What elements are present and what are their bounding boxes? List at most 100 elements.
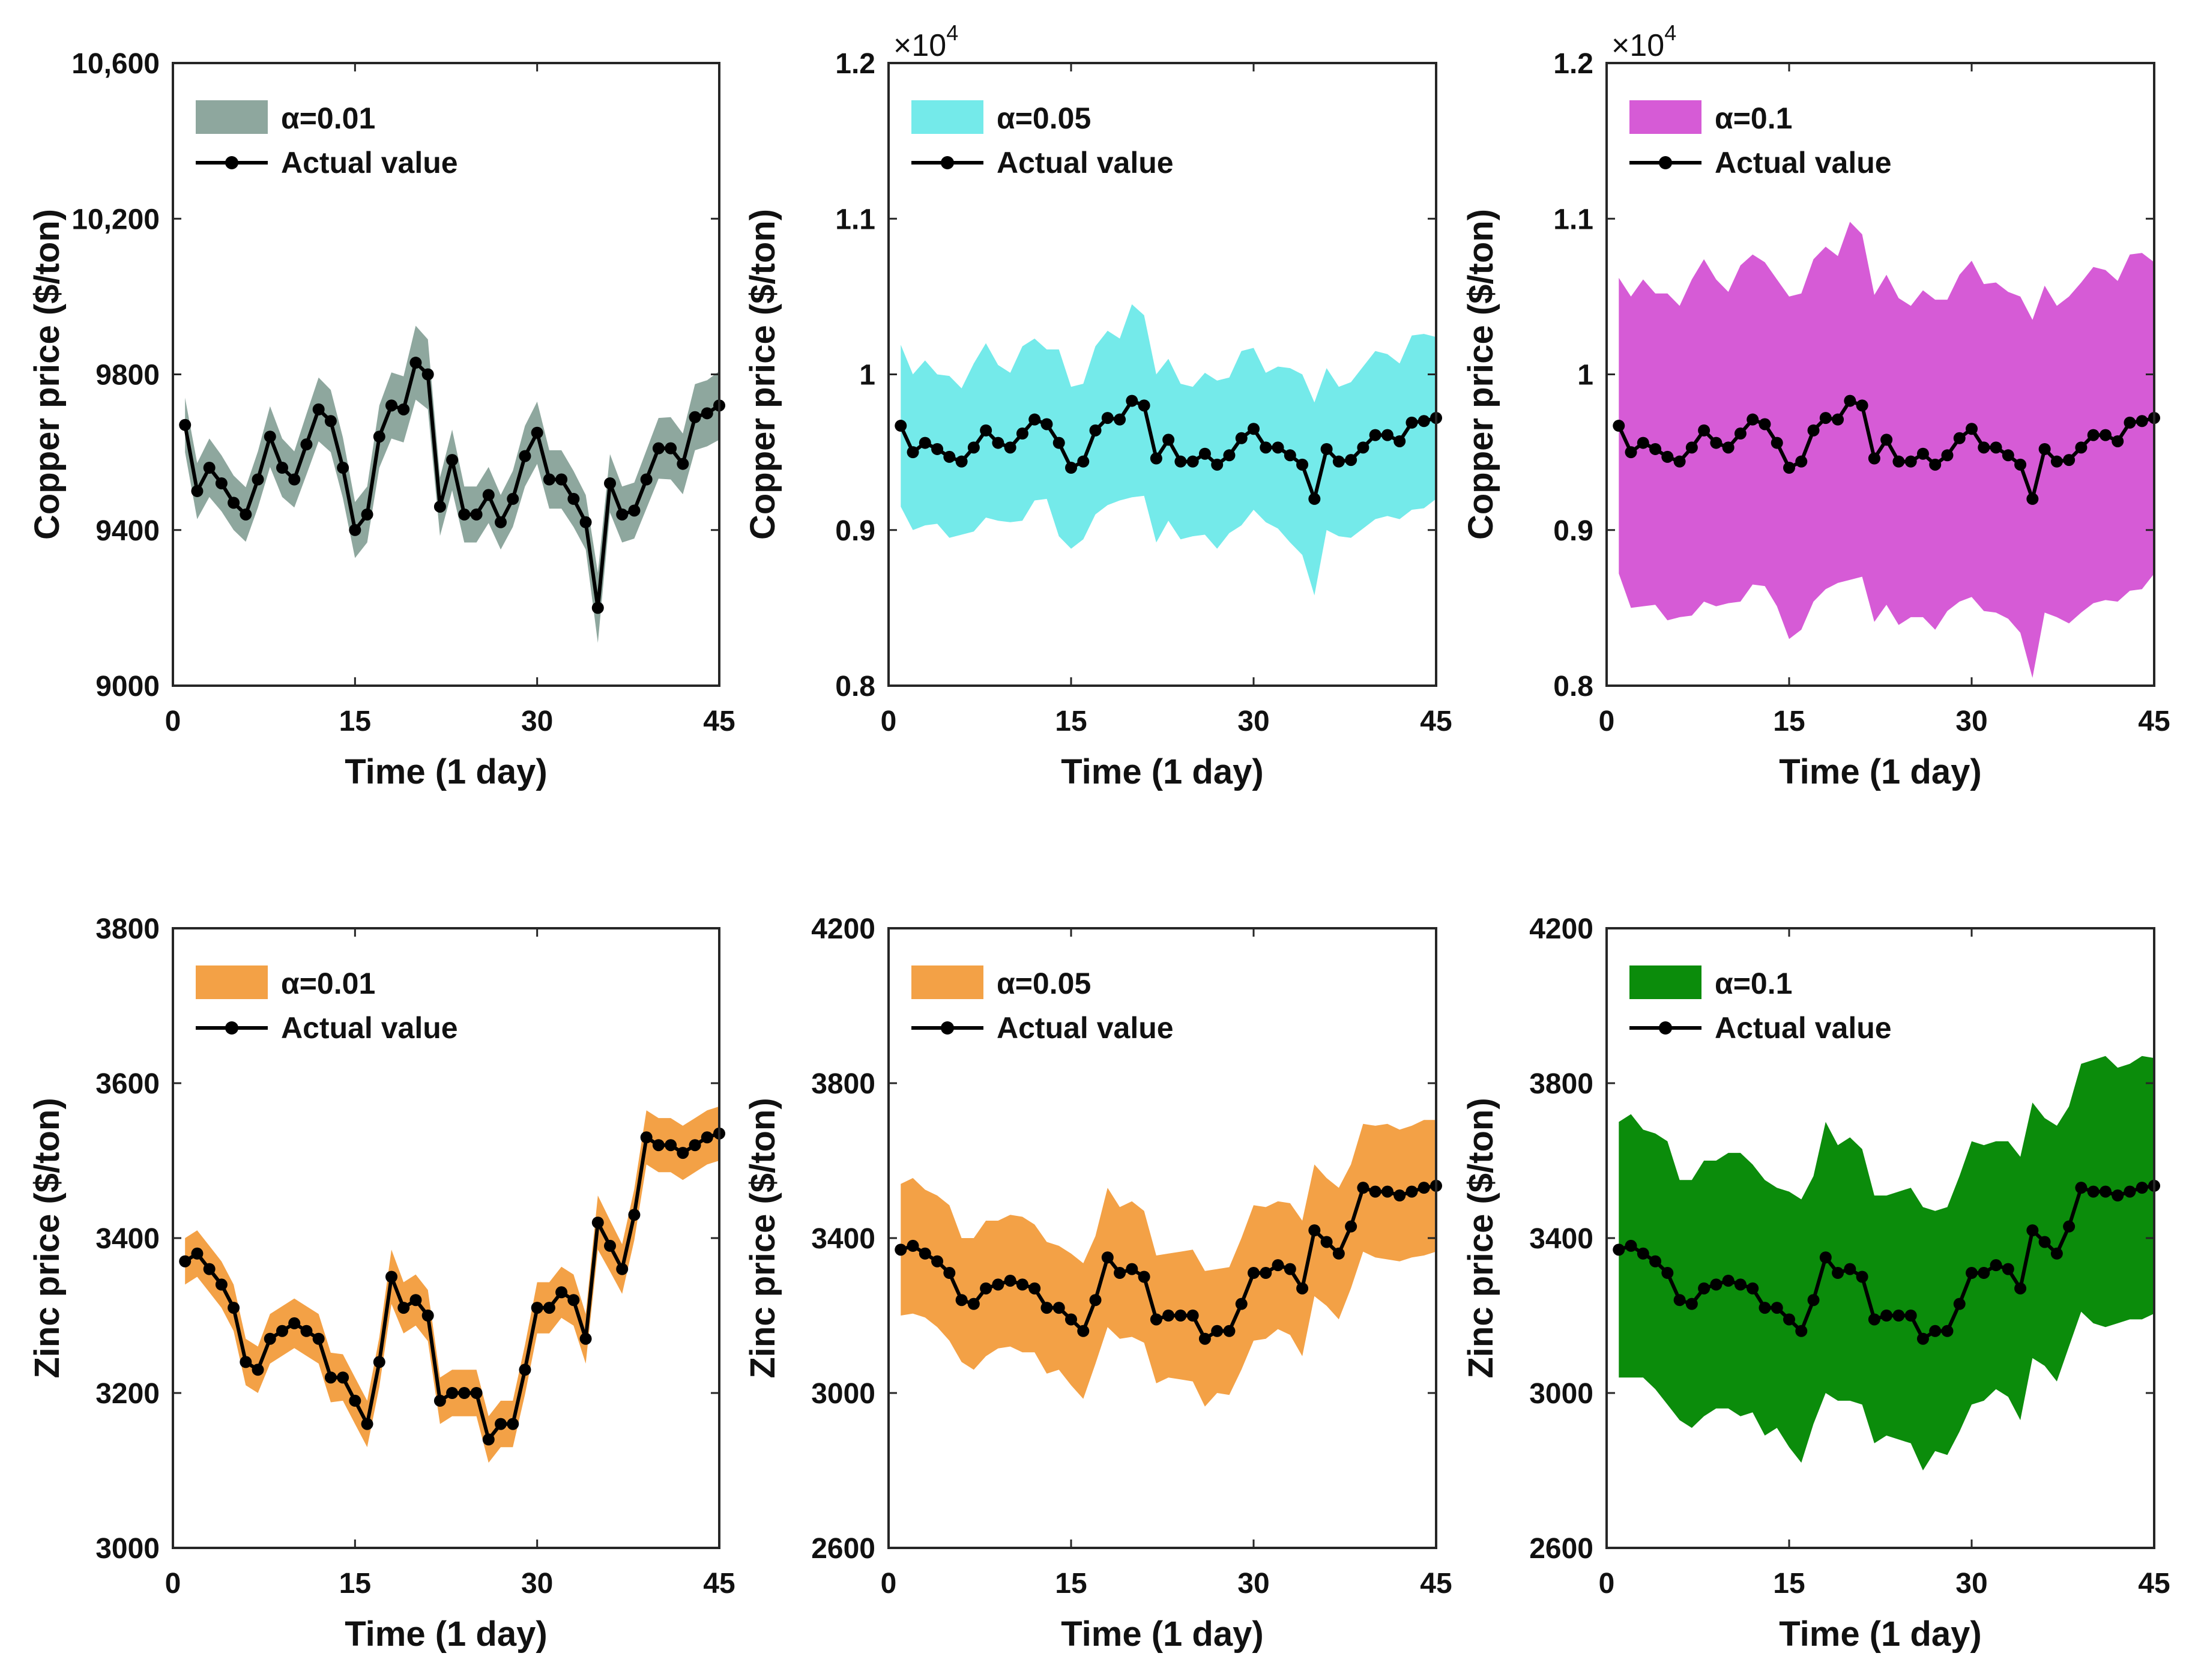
actual-value-point [1868,452,1880,465]
actual-value-point [1405,1185,1418,1198]
actual-value-point [1673,1294,1686,1307]
y-axis-label: Zinc price ($/ton) [1461,1098,1500,1378]
actual-value-point [1807,1294,1820,1307]
axis-exponent-label: ×104 [1611,20,1676,63]
actual-value-point [1357,441,1369,454]
actual-value-point [1248,423,1260,435]
actual-value-point [1807,424,1820,437]
actual-value-point [1235,1298,1248,1310]
legend-line-label: Actual value [1715,1011,1892,1045]
actual-value-point [943,1267,956,1280]
actual-value-point [2014,1282,2027,1295]
y-tick-label: 3400 [1529,1223,1593,1255]
x-tick-label: 0 [881,706,897,737]
actual-value-point [1174,1310,1187,1322]
actual-value-point [531,426,543,439]
x-tick-label: 0 [165,1568,181,1600]
legend-band-label: α=0.05 [997,101,1091,135]
actual-value-point [640,1131,653,1144]
x-tick-label: 0 [1599,706,1615,737]
actual-value-point [628,1209,641,1221]
actual-value-point [895,1243,907,1256]
chart-panel-3: 0.8 0.9 1 1.1 1.2 0 15 30 45 Time (1 day) Copper p… [1461,20,2170,791]
actual-value-point [470,1387,483,1399]
actual-value-point [1162,434,1175,446]
actual-value-point [895,420,907,432]
actual-value-point [385,399,397,412]
actual-value-point [349,1394,361,1407]
x-axis-label: Time (1 day) [1061,1615,1263,1654]
actual-value-point [1186,1310,1199,1322]
actual-value-point [1990,441,2002,454]
actual-value-point [264,1332,276,1345]
x-tick-label: 30 [521,1568,553,1600]
actual-value-point [701,407,713,420]
y-tick-label: 0.9 [835,515,875,547]
actual-value-point [1953,1298,1966,1310]
actual-value-point [482,1433,495,1446]
x-tick-label: 45 [1420,1568,1452,1600]
actual-value-point [312,403,325,415]
actual-value-point [543,1302,555,1314]
actual-value-point [1868,1313,1880,1326]
x-tick-label: 45 [2138,1568,2170,1600]
actual-value-point [1978,1267,1990,1280]
actual-value-point [1004,441,1016,454]
actual-value-point [470,508,483,521]
actual-value-point [179,1255,192,1268]
legend-line-marker [941,1021,954,1035]
actual-value-point [640,473,653,486]
legend-line-marker [1659,156,1672,169]
actual-value-point [1661,450,1674,463]
actual-value-point [1028,1282,1041,1295]
actual-value-point [1284,1263,1296,1275]
actual-value-point [1747,413,1759,426]
actual-value-point [2002,449,2014,462]
plot-area [173,63,719,686]
actual-value-point [1734,1278,1747,1291]
x-tick-label: 15 [339,706,371,737]
actual-value-point [228,1302,240,1314]
x-tick-label: 15 [1055,706,1087,737]
actual-value-point [980,424,992,437]
actual-value-point [1393,1189,1406,1202]
actual-value-point [215,477,228,489]
actual-value-point [1198,447,1211,460]
actual-value-point [1114,413,1126,426]
actual-value-point [495,1418,507,1430]
actual-value-point [385,1271,397,1283]
x-tick-label: 0 [1599,1568,1615,1600]
actual-value-point [2124,1185,2136,1198]
chart-panel-4: 3000 3200 3400 3600 3800 0 15 30 45 Time (1 day) Z… [28,913,735,1654]
actual-value-point [421,1310,434,1322]
chart-panel-1: 9000 9400 9800 10,200 10,600 0 15 30 45 Time (1 d… [28,48,735,791]
actual-value-point [1795,455,1808,468]
actual-value-point [1916,447,1929,460]
actual-value-point [591,602,604,614]
actual-value-point [1296,1282,1309,1295]
actual-value-point [591,1216,604,1229]
actual-value-point [1710,1278,1722,1291]
legend-band-label: α=0.01 [281,101,375,135]
x-axis-label: Time (1 day) [1779,1615,1981,1654]
actual-value-point [931,443,944,455]
y-tick-label: 3400 [811,1223,875,1255]
x-tick-label: 45 [1420,706,1452,737]
actual-value-point [992,1278,1004,1291]
y-tick-label: 9800 [95,360,160,391]
actual-value-point [1929,1325,1942,1337]
actual-value-point [2087,429,2100,441]
actual-value-point [604,477,616,489]
x-tick-label: 15 [1055,1568,1087,1600]
actual-value-point [677,458,689,470]
legend-line-marker [225,156,238,169]
actual-value-point [1126,1263,1138,1275]
y-axis-label: Copper price ($/ton) [743,209,782,540]
axis-exponent-label: ×104 [893,20,958,63]
x-tick-label: 30 [521,706,553,737]
actual-value-point [967,441,980,454]
actual-value-point [252,473,264,486]
x-axis-label: Time (1 day) [345,752,547,791]
actual-value-point [955,1294,968,1307]
actual-value-point [677,1147,689,1159]
